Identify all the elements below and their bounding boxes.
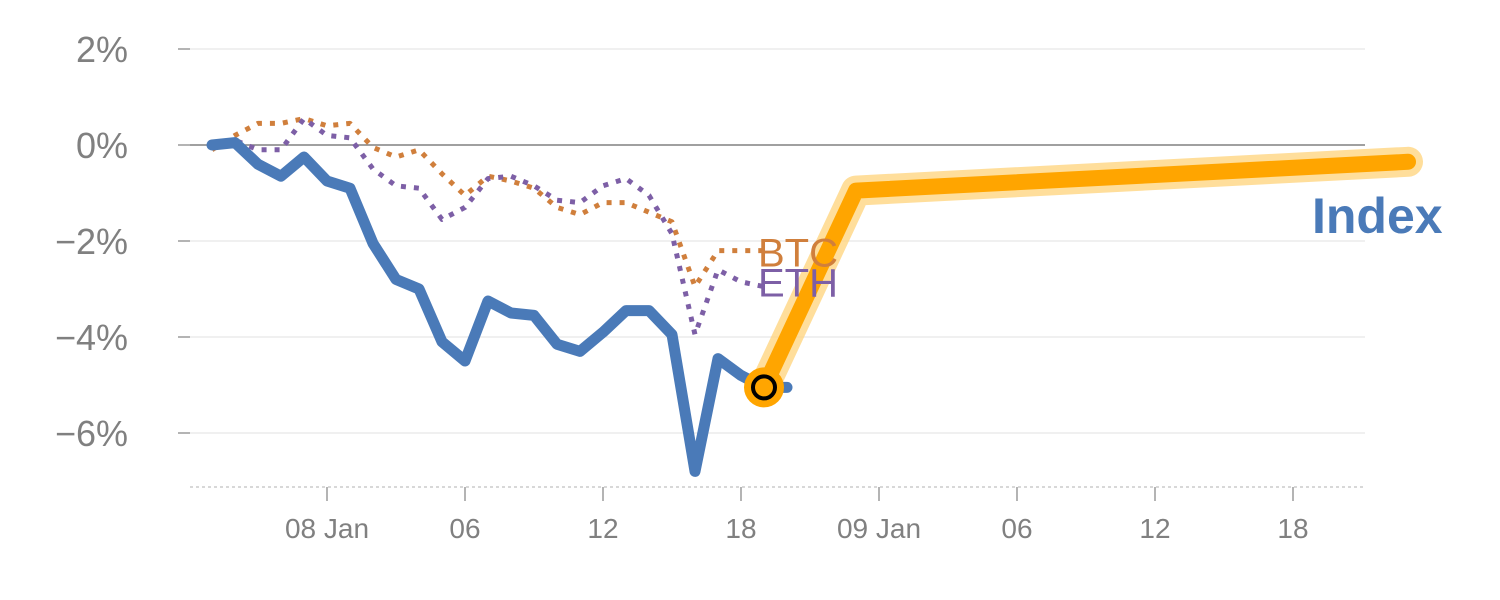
x-tick-label: 09 Jan [837, 513, 921, 544]
y-tick-label: −4% [55, 317, 128, 358]
axis-layer: 2% 0% −2% −4% −6% 08 Jan 06 12 18 09 Jan 06 12 18 [55, 29, 1365, 544]
series-label-index: Index [1312, 188, 1443, 244]
series-line-eth [211, 116, 765, 338]
x-tick-label: 18 [1277, 513, 1308, 544]
y-tick-label: 2% [76, 29, 128, 70]
y-tick-label: −2% [55, 221, 128, 262]
x-tick-label: 06 [449, 513, 480, 544]
x-tick-label: 06 [1001, 513, 1032, 544]
x-tick-label: 12 [587, 513, 618, 544]
series-line-btc [210, 116, 764, 290]
series-label-eth: ETH [758, 262, 838, 306]
x-tick-label: 08 Jan [285, 513, 369, 544]
series-line-index [206, 137, 793, 477]
marker-halo [744, 367, 784, 408]
y-tick-label: −6% [55, 413, 128, 454]
marker-ring [751, 374, 777, 401]
series-line-index-continuation [756, 153, 1416, 396]
series-label-btc: BTC [758, 232, 838, 276]
grid-layer [190, 48, 1365, 434]
y-tick-label: 0% [76, 125, 128, 166]
x-tick-label: 18 [725, 513, 756, 544]
series-layer [206, 116, 1423, 477]
x-tick-label: 12 [1139, 513, 1170, 544]
